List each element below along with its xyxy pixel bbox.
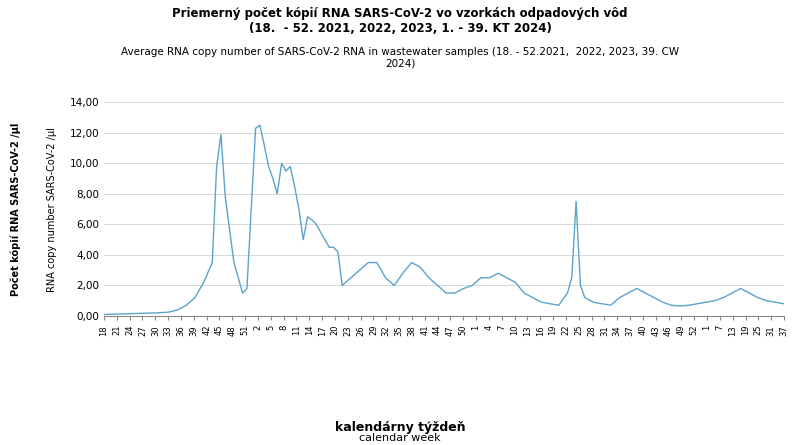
- Text: Priemerný počet kópií RNA SARS-CoV-2 vo vzorkách odpadových vôd
(18.  - 52. 2021: Priemerný počet kópií RNA SARS-CoV-2 vo …: [172, 7, 628, 35]
- Text: RNA copy number SARS-CoV-2 /µl: RNA copy number SARS-CoV-2 /µl: [47, 127, 57, 291]
- Text: Average RNA copy number of SARS-CoV-2 RNA in wastewater samples (18. - 52.2021, : Average RNA copy number of SARS-CoV-2 RN…: [121, 47, 679, 69]
- Text: kalendárny týždeň: kalendárny týždeň: [334, 421, 466, 434]
- Text: calendar week: calendar week: [359, 433, 441, 443]
- Text: Počet kópií RNA SARS-CoV-2 /µl: Počet kópií RNA SARS-CoV-2 /µl: [10, 122, 22, 296]
